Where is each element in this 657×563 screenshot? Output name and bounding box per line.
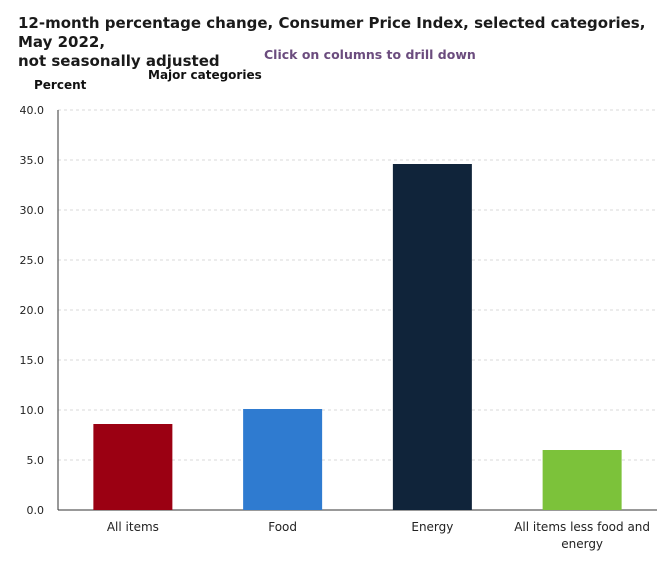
chart-title: 12-month percentage change, Consumer Pri… xyxy=(18,14,648,71)
x-category-label: Energy xyxy=(411,520,453,534)
y-tick-label: 35.0 xyxy=(20,154,45,167)
drill-down-hint[interactable]: Click on columns to drill down xyxy=(264,47,476,62)
y-tick-label: 0.0 xyxy=(27,504,45,517)
y-tick-label: 25.0 xyxy=(20,254,45,267)
y-tick-label: 40.0 xyxy=(20,104,45,117)
y-tick-label: 20.0 xyxy=(20,304,45,317)
chart-title-line-1: 12-month percentage change, Consumer Pri… xyxy=(18,14,646,51)
chart-title-line-2: not seasonally adjusted xyxy=(18,52,220,70)
y-tick-label: 30.0 xyxy=(20,204,45,217)
x-category-label: Food xyxy=(268,520,297,534)
chart-subtitle: Major categories xyxy=(148,68,262,82)
y-tick-label: 15.0 xyxy=(20,354,45,367)
x-category-label: All items xyxy=(107,520,159,534)
y-tick-label: 5.0 xyxy=(27,454,45,467)
x-category-label: energy xyxy=(561,537,603,551)
bar[interactable] xyxy=(392,164,472,510)
x-category-label: All items less food and xyxy=(514,520,650,534)
y-axis-label: Percent xyxy=(34,78,87,92)
bar[interactable] xyxy=(93,424,173,510)
bar[interactable] xyxy=(243,409,323,510)
bar[interactable] xyxy=(542,450,622,510)
y-tick-label: 10.0 xyxy=(20,404,45,417)
